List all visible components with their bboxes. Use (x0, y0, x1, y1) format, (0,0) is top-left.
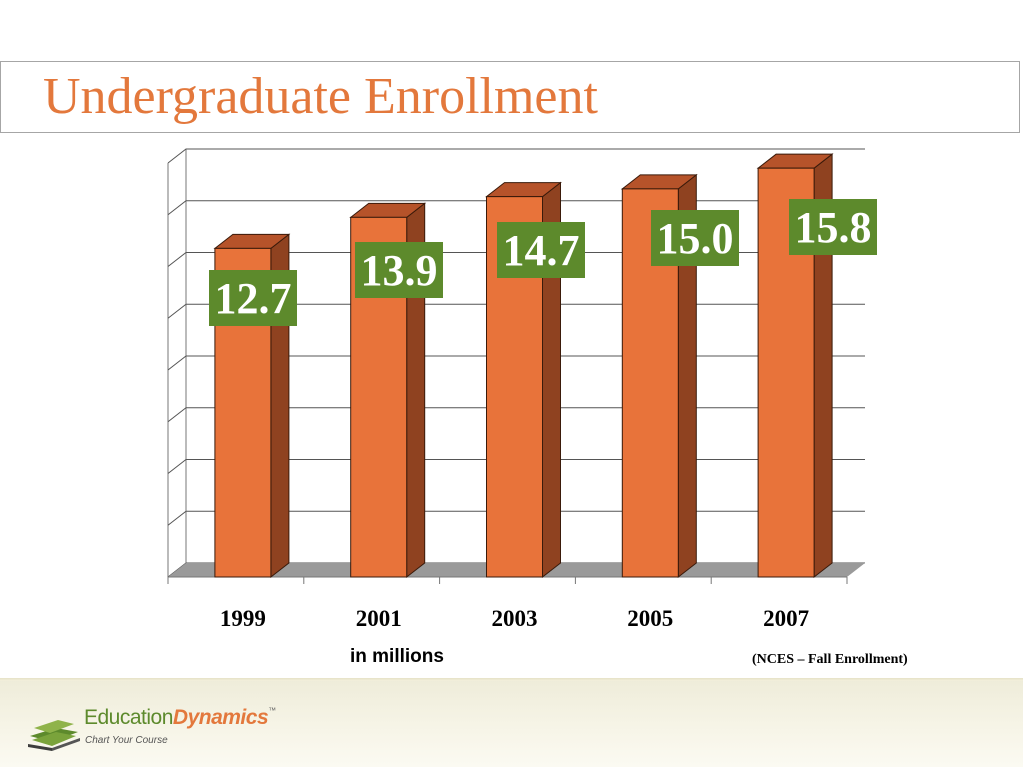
education-dynamics-logo-icon (28, 720, 80, 751)
data-label: 15.0 (657, 214, 734, 263)
slide-title: Undergraduate Enrollment (43, 68, 598, 125)
brand-name: EducationDynamics™ (84, 706, 276, 730)
data-label-box (355, 242, 443, 298)
data-label-box (209, 270, 297, 326)
x-tick-label: 1999 (220, 606, 266, 631)
source-note: (NCES – Fall Enrollment) (752, 652, 908, 667)
data-label: 13.9 (361, 246, 438, 295)
x-tick-label: 2001 (356, 606, 402, 631)
bar-chart: 1999 2001 2003 2005 2007 12.7 13.9 14.7 15.0 15.… (167, 148, 877, 631)
data-label-box (497, 222, 585, 278)
title-box: Undergraduate Enrollment (0, 61, 1020, 133)
x-tick-label: 2003 (492, 606, 538, 631)
data-label-box (651, 210, 739, 266)
data-label: 15.8 (795, 203, 872, 252)
x-tick-labels: 1999 2001 2003 2005 2007 (220, 606, 809, 631)
trademark-symbol: ™ (268, 706, 276, 715)
bars (213, 153, 834, 579)
data-labels: 12.7 13.9 14.7 15.0 15.8 (209, 199, 877, 326)
data-label-box (789, 199, 877, 255)
brand-name-part2: Dynamics (172, 706, 269, 729)
footer-divider (0, 678, 1023, 681)
data-label: 12.7 (215, 274, 292, 323)
units-note: in millions (350, 646, 444, 667)
gridline (167, 148, 865, 164)
data-label: 14.7 (503, 226, 580, 275)
footer-band (0, 678, 1023, 767)
brand-name-part1: Education (84, 706, 173, 729)
x-tick-label: 2005 (627, 606, 673, 631)
brand-tagline: Chart Your Course (85, 735, 168, 746)
x-tick-label: 2007 (763, 606, 809, 631)
